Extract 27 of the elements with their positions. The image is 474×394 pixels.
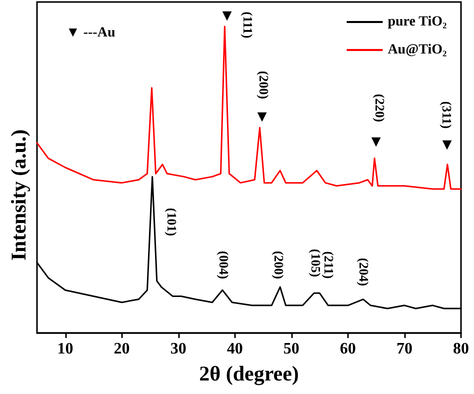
annotation: (200) bbox=[256, 70, 272, 100]
annotation: ▼ ---Au bbox=[66, 26, 116, 40]
legend-label: pure TiO₂ bbox=[388, 14, 447, 30]
x-tick-label: 50 bbox=[283, 340, 300, 358]
x-tick-label: 40 bbox=[226, 340, 243, 358]
annotation: (004) bbox=[216, 250, 232, 280]
x-tick-label: 70 bbox=[396, 340, 412, 358]
x-tick-label: 10 bbox=[57, 340, 74, 358]
annotation: (311) bbox=[440, 101, 454, 129]
annotation: (111) bbox=[240, 12, 256, 38]
text: ▼ bbox=[219, 8, 235, 24]
annotation: ▼ bbox=[368, 134, 384, 150]
x-tick-label: 20 bbox=[114, 340, 130, 358]
x-tick-label: 80 bbox=[453, 340, 469, 358]
annotation: (211) bbox=[322, 251, 336, 279]
annotation: (220) bbox=[372, 94, 388, 122]
annotation: (105) bbox=[308, 248, 324, 278]
annotation: (101) bbox=[164, 208, 180, 236]
y-axis-title: Intensity (a.u.) bbox=[6, 129, 30, 261]
x-axis-title: 2θ (degree) bbox=[199, 362, 299, 386]
annotation: ▼ bbox=[439, 136, 455, 154]
annotation: ▼ bbox=[254, 108, 270, 126]
legend-label: Au@TiO₂ bbox=[388, 42, 447, 58]
annotation: (204) bbox=[356, 258, 372, 286]
x-tick-label: 30 bbox=[170, 340, 186, 358]
x-tick-label: 60 bbox=[340, 340, 356, 358]
annotation: (200) bbox=[272, 250, 286, 280]
